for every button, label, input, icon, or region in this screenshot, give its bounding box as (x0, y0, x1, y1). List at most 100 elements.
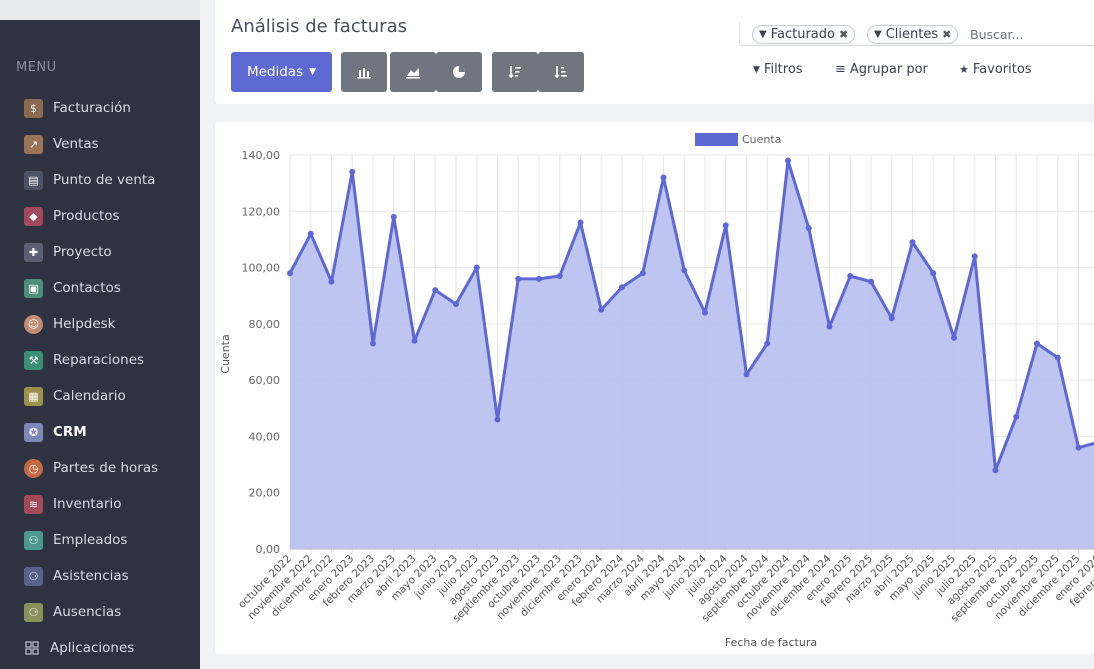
sidebar-item-reparaciones[interactable]: ⚒ Reparaciones (0, 342, 200, 378)
sidebar-item-productos[interactable]: ◆ Productos (0, 198, 200, 234)
data-point (930, 270, 937, 277)
remove-facet-icon[interactable]: ✖ (838, 28, 849, 41)
data-point (390, 213, 397, 220)
data-point (411, 337, 418, 344)
filters-label: Filtros (763, 62, 803, 77)
handshake-icon: ✪ (24, 422, 43, 442)
people-icon: ⚇ (24, 530, 43, 550)
remove-facet-icon[interactable]: ✖ (942, 28, 952, 41)
chart-card: 0,00 20,00 40,00 60,00 80,00 100,00 120,00 140,… (215, 122, 1094, 654)
filter-funnel-icon: ▼ (874, 29, 882, 40)
sort-ascending-button[interactable] (538, 52, 584, 92)
legend-swatch (695, 133, 738, 146)
sidebar-item-contactos[interactable]: ▣ Contactos (0, 270, 200, 306)
data-point (785, 157, 791, 164)
sidebar-item-crm[interactable]: ✪ CRM (0, 414, 200, 450)
data-point (577, 219, 584, 226)
bar-chart-button[interactable] (341, 52, 387, 92)
sidebar-item-facturación[interactable]: $ Facturación (0, 90, 200, 126)
sidebar-item-label: Ventas (53, 136, 99, 152)
facet-facturado[interactable]: ▼ Facturado ✖ (752, 25, 856, 44)
puzzle-icon: ✚ (24, 242, 43, 262)
y-tick-label: 120,00 (242, 205, 281, 218)
group-by-dropdown[interactable]: ≡ Agrupar por (835, 62, 928, 77)
menu-list: $ Facturación ↗ Ventas ▤ Punto de venta ◆ Produ… (0, 90, 200, 666)
facet-label: Clientes (885, 27, 939, 42)
y-tick-label: 60,00 (249, 374, 281, 387)
data-point (556, 273, 563, 280)
page-title: Análisis de facturas (231, 16, 407, 37)
area-chart-icon (406, 68, 420, 79)
sidebar-item-label: Calendario (53, 388, 126, 404)
sort-asc-icon (554, 66, 567, 79)
facet-clientes[interactable]: ▼ Clientes ✖ (867, 25, 959, 44)
filters-dropdown[interactable]: ▼ Filtros (753, 62, 803, 77)
y-tick-label: 40,00 (249, 430, 281, 443)
support-avatar-icon: ☺ (24, 314, 43, 334)
sidebar-item-ventas[interactable]: ↗ Ventas (0, 126, 200, 162)
data-point (473, 264, 480, 271)
invoice-icon: $ (24, 98, 43, 118)
sidebar-item-label: Ausencias (53, 604, 122, 620)
data-point (639, 270, 646, 277)
data-point (909, 239, 916, 246)
data-point (536, 275, 542, 282)
absence-icon: ⚆ (24, 602, 43, 622)
favorites-dropdown[interactable]: ★ Favoritos (959, 62, 1032, 77)
measures-label: Medidas (246, 64, 304, 80)
search-bar[interactable]: ▼ Facturado ✖ ▼ Clientes ✖ (739, 22, 1094, 46)
data-point (888, 315, 895, 322)
sidebar-item-label: Contactos (53, 280, 121, 296)
cash-register-icon: ▤ (24, 170, 43, 190)
calendar-icon: ▦ (24, 386, 43, 406)
sidebar-item-ausencias[interactable]: ⚆ Ausencias (0, 594, 200, 630)
data-point (951, 334, 957, 341)
sidebar-item-proyecto[interactable]: ✚ Proyecto (0, 234, 200, 270)
control-panel: Análisis de facturas Medidas ▼ ▼ Factura… (215, 0, 1094, 104)
group-by-label: Agrupar por (849, 62, 928, 77)
address-book-icon: ▣ (24, 278, 43, 298)
sidebar-item-label: Punto de venta (53, 172, 156, 188)
line-chart-button[interactable] (390, 52, 436, 92)
app-grid-icon (24, 640, 40, 656)
data-point (453, 301, 459, 308)
sort-descending-button[interactable] (492, 52, 538, 92)
data-point (432, 287, 439, 294)
bar-chart-icon (357, 68, 371, 79)
favorites-label: Favoritos (972, 62, 1032, 77)
boxes-icon: ≋ (24, 494, 43, 514)
menu-heading: MENU (16, 60, 57, 75)
sidebar-item-label: Asistencias (53, 568, 129, 584)
sidebar-item-label: Empleados (53, 532, 128, 548)
data-point (702, 309, 708, 316)
data-point (370, 340, 376, 347)
sidebar-item-inventario[interactable]: ≋ Inventario (0, 486, 200, 522)
measures-dropdown-button[interactable]: Medidas ▼ (231, 52, 332, 92)
sidebar-item-empleados[interactable]: ⚇ Empleados (0, 522, 200, 558)
data-point (992, 467, 999, 474)
sidebar-item-label: Helpdesk (53, 316, 116, 332)
wrench-icon: ⚒ (24, 350, 43, 370)
search-input[interactable] (970, 25, 1090, 43)
data-point (826, 323, 833, 330)
data-point (1075, 444, 1082, 451)
sidebar-item-label: Facturación (53, 100, 131, 116)
sidebar-item-label: Productos (53, 208, 120, 224)
data-point (328, 278, 335, 285)
sort-desc-icon (508, 66, 521, 79)
sidebar-item-aplicaciones[interactable]: Aplicaciones (0, 630, 200, 666)
sidebar-item-calendario[interactable]: ▦ Calendario (0, 378, 200, 414)
y-tick-label: 100,00 (242, 262, 281, 275)
sidebar-item-helpdesk[interactable]: ☺ Helpdesk (0, 306, 200, 342)
pie-chart-button[interactable] (436, 52, 482, 92)
facet-label: Facturado (770, 27, 835, 42)
data-point (619, 284, 625, 291)
sidebar-item-partes-de-horas[interactable]: ◷ Partes de horas (0, 450, 200, 486)
y-tick-label: 80,00 (249, 318, 281, 331)
sidebar-item-label: Proyecto (53, 244, 112, 260)
filter-icon: ▼ (753, 64, 760, 75)
sidebar-item-asistencias[interactable]: ⚆ Asistencias (0, 558, 200, 594)
sidebar-item-punto-de-venta[interactable]: ▤ Punto de venta (0, 162, 200, 198)
data-point (598, 306, 605, 313)
sidebar-item-label: Aplicaciones (50, 640, 135, 656)
